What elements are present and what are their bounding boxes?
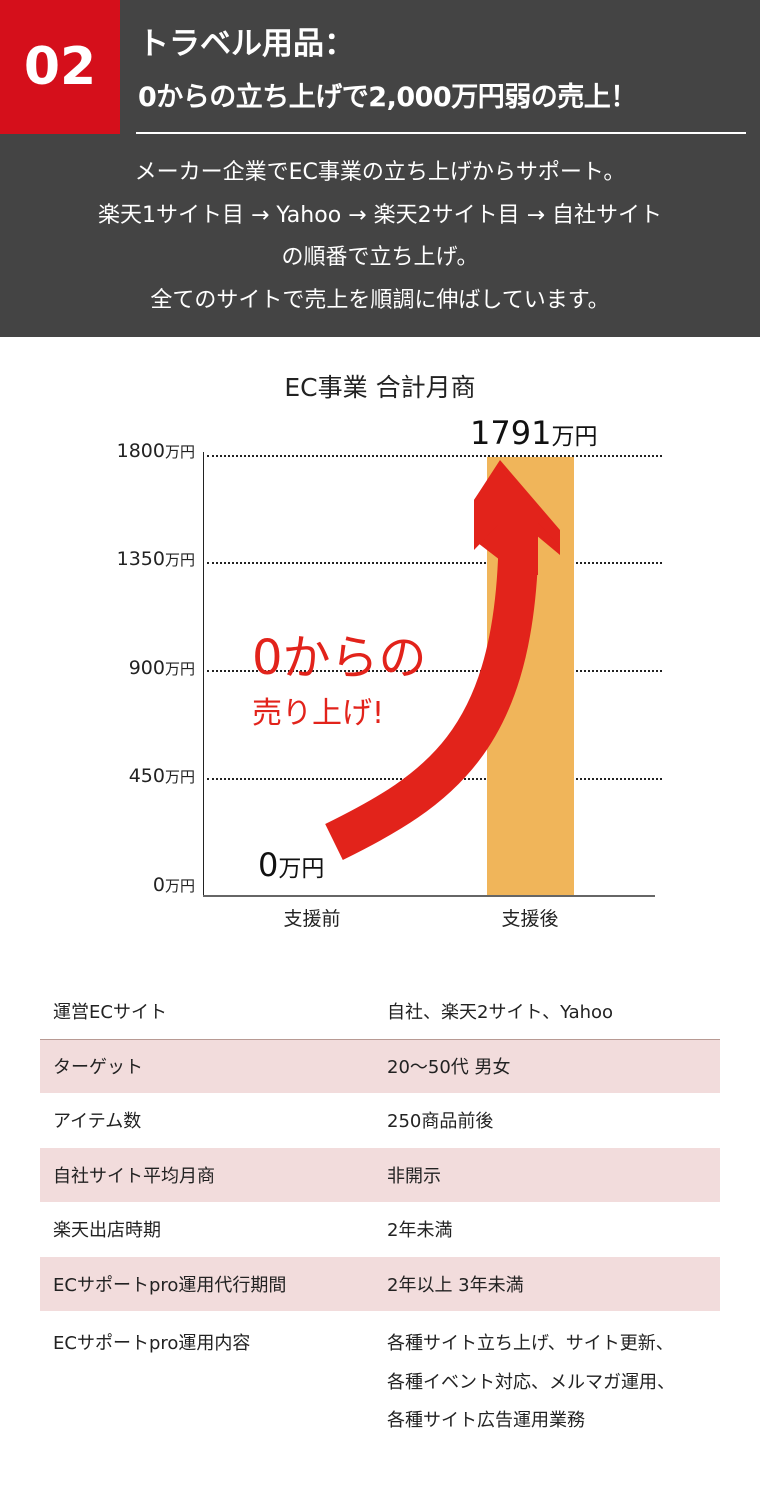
- table-row: ターゲット 20〜50代 男女: [40, 1038, 720, 1093]
- x-category-before: 支援前: [283, 908, 341, 930]
- table-row: ECサポートpro運用内容 各種サイト立ち上げ、サイト更新、 各種イベント対応、…: [40, 1311, 720, 1441]
- case-title-line1: トラベル用品：: [138, 26, 355, 62]
- y-axis: [203, 452, 204, 896]
- row-value: 2年未満: [387, 1220, 453, 1242]
- row-value: 自社、楽天2サイト、Yahoo: [387, 1002, 614, 1024]
- description-line: 全てのサイトで売上を順調に伸ばしています。: [150, 287, 610, 313]
- row-label: 運営ECサイト: [53, 1002, 167, 1024]
- x-category-after: 支援後: [501, 908, 559, 930]
- y-tick-1350: 1350万円: [116, 548, 195, 570]
- chart-title: EC事業 合計月商: [284, 373, 476, 402]
- row-value: 2年以上 3年未満: [387, 1274, 524, 1296]
- gridline: [207, 455, 662, 457]
- row-value-line: 各種イベント対応、メルマガ運用、: [387, 1371, 675, 1393]
- annotation-line2: 売り上げ!: [252, 696, 385, 731]
- description-line: 楽天1サイト目 → Yahoo → 楽天2サイト目 → 自社サイト: [97, 202, 662, 228]
- case-number-badge: 02: [0, 0, 120, 134]
- gridline: [207, 670, 662, 672]
- y-tick-1800: 1800万円: [116, 440, 195, 462]
- gridline: [207, 562, 662, 564]
- table-row: アイテム数 250商品前後: [40, 1093, 720, 1148]
- table-row: 楽天出店時期 2年未満: [40, 1202, 720, 1257]
- table-row: 運営ECサイト 自社、楽天2サイト、Yahoo: [40, 984, 720, 1039]
- description-line: の順番で立ち上げ。: [281, 245, 479, 270]
- table-row: 自社サイト平均月商 非開示: [40, 1147, 720, 1202]
- row-label: ターゲット: [53, 1057, 143, 1079]
- case-title-line2: 0からの立ち上げで2,000万円弱の売上！: [138, 82, 637, 113]
- case-header: 02 トラベル用品： 0からの立ち上げで2,000万円弱の売上！ メーカー企業で…: [0, 0, 760, 337]
- row-label: ECサポートpro運用代行期間: [53, 1274, 287, 1296]
- row-value: 非開示: [387, 1165, 441, 1187]
- row-label: ECサポートpro運用内容: [53, 1333, 251, 1354]
- value-label-after: 1791万円: [470, 414, 598, 452]
- description-line: メーカー企業でEC事業の立ち上げからサポート。: [134, 160, 626, 185]
- y-tick-900: 900万円: [128, 657, 195, 679]
- table-row: ECサポートpro運用代行期間 2年以上 3年未満: [40, 1256, 720, 1311]
- row-label: アイテム数: [53, 1111, 142, 1133]
- value-label-before: 0万円: [258, 846, 325, 884]
- annotation-line1: 0からの: [252, 630, 427, 686]
- row-value: 20〜50代 男女: [387, 1057, 511, 1079]
- y-tick-450: 450万円: [128, 765, 195, 787]
- row-value-line: 各種サイト広告運用業務: [387, 1410, 585, 1431]
- title-divider: [136, 132, 746, 134]
- row-value: 各種サイト立ち上げ、サイト更新、 各種イベント対応、メルマガ運用、 各種サイト広…: [387, 1325, 720, 1441]
- case-details-table: 運営ECサイト 自社、楽天2サイト、Yahoo ターゲット 20〜50代 男女 …: [40, 984, 720, 1441]
- row-value: 250商品前後: [387, 1111, 494, 1133]
- y-tick-0: 0万円: [152, 874, 195, 896]
- case-description: メーカー企業でEC事業の立ち上げからサポート。 楽天1サイト目 → Yahoo …: [0, 152, 760, 322]
- row-label: 自社サイト平均月商: [53, 1165, 215, 1187]
- x-axis: [203, 895, 655, 897]
- growth-arrow-icon: [325, 460, 560, 860]
- row-value-line: 各種サイト立ち上げ、サイト更新、: [387, 1333, 674, 1354]
- row-label: 楽天出店時期: [53, 1220, 161, 1242]
